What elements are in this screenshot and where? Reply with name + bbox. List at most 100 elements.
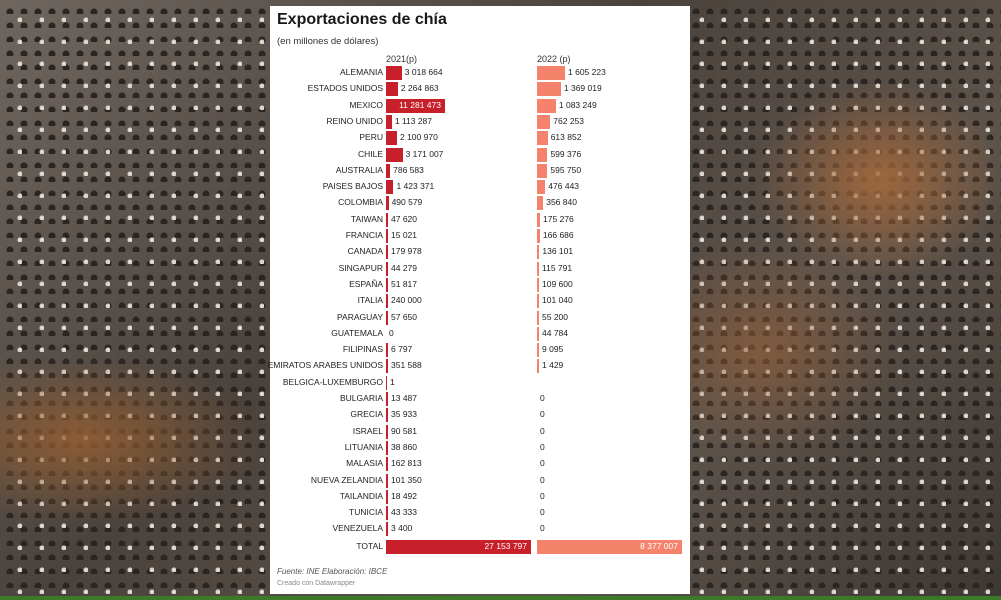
bar-2021-value: 38 860	[391, 441, 417, 452]
country-label: CANADA	[347, 246, 383, 257]
series-2022-header: 2022 (p)	[537, 54, 571, 64]
bar-2021-bar	[386, 114, 392, 129]
bar-2022-value: 44 784	[542, 327, 568, 338]
bar-2021-bar	[386, 522, 388, 537]
table-row: PARAGUAY 57 650 55 200	[270, 310, 690, 326]
bar-2022-value: 109 600	[542, 278, 573, 289]
total-2022-value: 8 377 007	[640, 540, 678, 551]
country-label: REINO UNIDO	[326, 115, 383, 126]
bar-2022-bar	[537, 163, 548, 178]
country-label: FILIPINAS	[342, 344, 383, 355]
country-label: LITUANIA	[344, 441, 383, 452]
bar-2022-bar	[537, 261, 540, 276]
table-row: TAIWAN 47 620 175 276	[270, 212, 690, 228]
bar-2022-bar	[537, 212, 541, 227]
country-label: NUEVA ZELANDIA	[310, 474, 383, 485]
table-row: BELGICA-LUXEMBURGO 1	[270, 375, 690, 391]
bar-2021-bar	[386, 180, 394, 195]
bar-2021-value: 3 171 007	[405, 148, 444, 159]
bar-2021-bar	[386, 343, 388, 358]
source-note: Fuente: INE Elaboración: IBCE	[277, 567, 388, 576]
table-row: MALASIA 162 813 0	[270, 456, 690, 472]
bar-2021-bar	[386, 294, 388, 309]
bar-2021-bar	[386, 147, 403, 162]
bar-2021-bar	[386, 424, 388, 439]
country-label: BELGICA-LUXEMBURGO	[282, 376, 383, 387]
bar-2021-bar	[386, 245, 388, 260]
bar-2022-bar	[537, 196, 544, 211]
bar-2021-bar	[386, 473, 388, 488]
bar-2021-bar	[386, 131, 397, 146]
bar-2022-bar	[537, 310, 539, 325]
bottom-strip	[0, 596, 1001, 600]
chart-title: Exportaciones de chía	[277, 11, 447, 28]
bar-2022-value: 0	[540, 393, 545, 403]
table-row: GUATEMALA 0 44 784	[270, 326, 690, 342]
table-row: LITUANIA 38 860 0	[270, 440, 690, 456]
table-row: ESPAÑA 51 817 109 600	[270, 277, 690, 293]
table-row: ESTADOS UNIDOS 2 264 863 1 369 019	[270, 81, 690, 97]
bar-2022-value: 0	[540, 490, 545, 501]
bar-2022-bar	[537, 114, 551, 129]
country-label: ISRAEL	[352, 425, 383, 436]
country-label: PARAGUAY	[337, 311, 383, 322]
bar-2022-value: 0	[540, 507, 545, 518]
bar-2021-value: 179 978	[391, 246, 422, 257]
table-row: AUSTRALIA 786 583 595 750	[270, 163, 690, 179]
bar-2021-bar	[386, 310, 388, 325]
bar-2021-bar	[386, 98, 445, 113]
bar-2021-value: 15 021	[391, 230, 417, 240]
country-label: AUSTRALIA	[335, 164, 383, 175]
bar-2022-bar	[537, 343, 539, 358]
bar-2021-value: 1 113 287	[394, 115, 432, 126]
bar-2022-value: 0	[540, 523, 545, 534]
bar-2021-bar	[386, 66, 402, 80]
bar-2021-bar	[386, 440, 388, 455]
table-row: ITALIA 240 000 101 040	[270, 293, 690, 309]
country-label: GRECIA	[350, 409, 383, 420]
bar-2022-bar	[537, 245, 540, 260]
bar-2021-bar	[386, 212, 388, 227]
table-row: MEXICO 11 281 473 1 083 249	[270, 98, 690, 114]
country-label: PAISES BAJOS	[322, 181, 383, 192]
bar-2022-value: 1 369 019	[563, 83, 602, 94]
bar-2022-bar	[537, 326, 539, 341]
datawrapper-credit: Creado con Datawrapper	[277, 580, 356, 587]
bar-2022-value: 101 040	[542, 295, 573, 306]
bar-2022-value: 1 083 249	[558, 99, 597, 110]
bar-2021-bar	[386, 196, 389, 211]
bar-2022-value: 356 840	[546, 197, 577, 208]
chart-panel: Exportaciones de chía (en millones de dó…	[267, 6, 690, 594]
bar-2022-value: 166 686	[542, 230, 574, 240]
bar-2021-value: 490 579	[391, 197, 423, 208]
bar-2021-bar	[386, 489, 388, 504]
bar-2021-value: 44 279	[391, 262, 417, 273]
bar-2021-value: 90 581	[391, 425, 417, 436]
bar-2021-value: 3 400	[391, 523, 413, 534]
total-row: TOTAL 27 153 797 8 377 007	[270, 539, 690, 555]
bar-2022-value: 0	[540, 474, 545, 485]
table-row: EMIRATOS ARABES UNIDOS 351 588 1 429	[267, 358, 690, 374]
country-label: ESTADOS UNIDOS	[307, 83, 383, 94]
table-row: SINGAPUR 44 279 115 791	[270, 261, 690, 277]
country-label: EMIRATOS ARABES UNIDOS	[267, 360, 383, 371]
bar-2022-value: 1 429	[542, 360, 564, 371]
table-row: FILIPINAS 6 797 9 095	[270, 342, 690, 358]
bar-2021-bar	[386, 82, 398, 97]
bar-2021-value: 0	[389, 327, 394, 338]
bar-2022-value: 476 443	[548, 181, 580, 192]
table-row: CANADA 179 978 136 101	[270, 244, 690, 260]
bar-2021-value: 786 583	[393, 164, 424, 175]
bar-2021-bar	[386, 408, 388, 423]
table-row: VENEZUELA 3 400 0	[270, 521, 690, 537]
table-row: TAILANDIA 18 492 0	[270, 489, 690, 505]
bar-2022-value: 55 200	[542, 311, 568, 322]
bar-2021-bar	[386, 277, 388, 292]
table-row: CHILE 3 171 007 599 376	[270, 147, 690, 163]
bar-2021-bar	[386, 261, 388, 276]
bar-2021-value: 11 281 473	[399, 99, 441, 110]
bar-2022-value: 613 852	[550, 132, 582, 143]
bar-2021-value: 351 588	[391, 360, 422, 371]
total-2021-value: 27 153 797	[484, 540, 527, 551]
country-label: BULGARIA	[340, 393, 383, 403]
